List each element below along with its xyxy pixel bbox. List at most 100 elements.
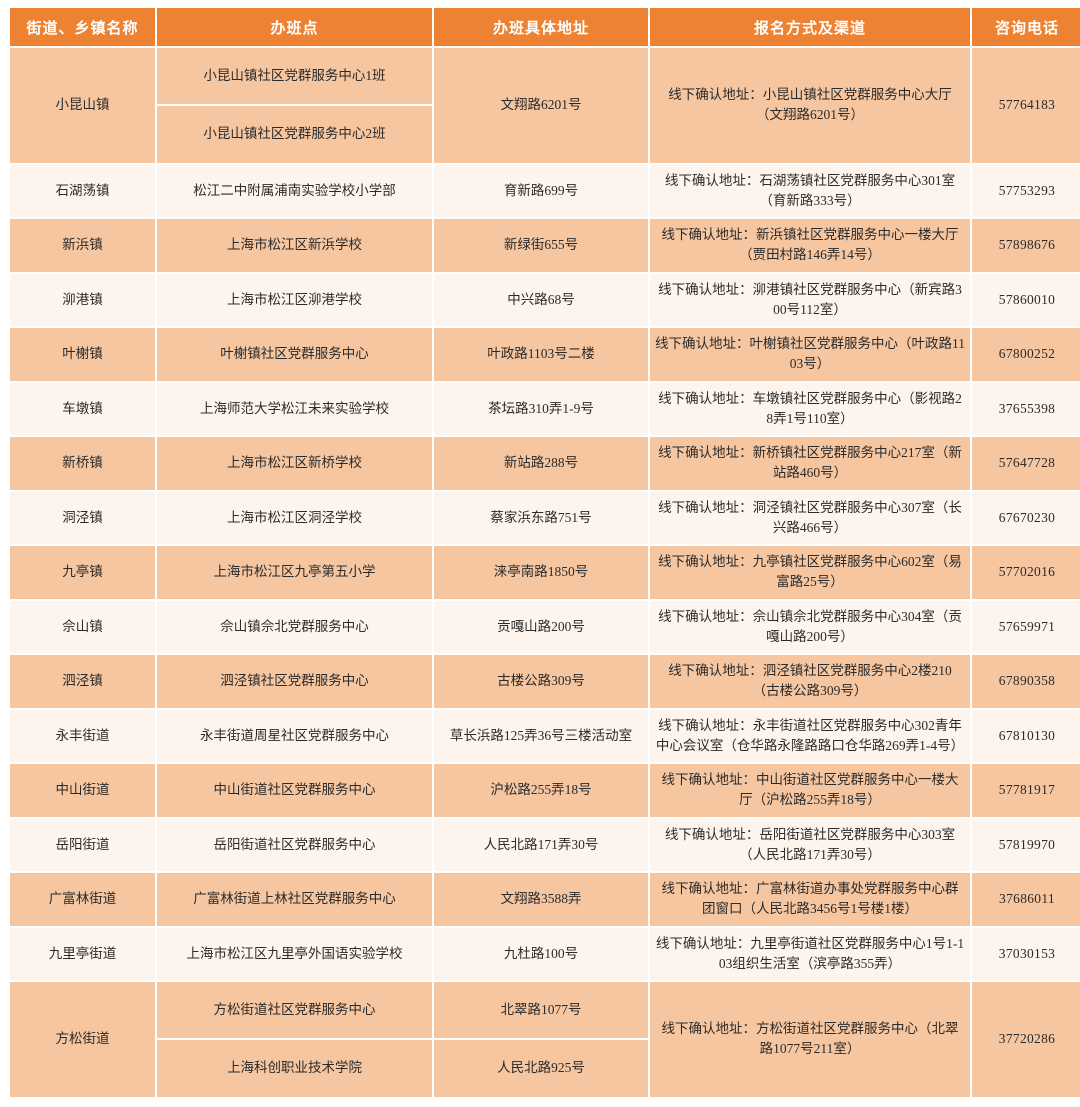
table-body: 小昆山镇 小昆山镇社区党群服务中心1班 文翔路6201号 线下确认地址：小昆山镇社区党… <box>10 48 1080 1097</box>
table-row: 岳阳街道 岳阳街道社区党群服务中心 人民北路171弄30号 线下确认地址：岳阳街道社区… <box>10 818 1080 871</box>
cell-address: 文翔路6201号 <box>434 48 648 163</box>
cell-site: 泗泾镇社区党群服务中心 <box>157 655 432 708</box>
cell-town: 永丰街道 <box>10 709 155 762</box>
cell-town: 佘山镇 <box>10 600 155 653</box>
cell-telephone: 67800252 <box>972 328 1080 381</box>
cell-signup-channel: 线下确认地址：佘山镇佘北党群服务中心304室（贡嘎山路200号） <box>650 600 970 653</box>
cell-town: 洞泾镇 <box>10 491 155 544</box>
cell-address: 沪松路255弄18号 <box>434 764 648 817</box>
cell-telephone: 37720286 <box>972 982 1080 1097</box>
cell-telephone: 57659971 <box>972 600 1080 653</box>
cell-address: 北翠路1077号 <box>434 982 648 1039</box>
cell-address: 茶坛路310弄1-9号 <box>434 382 648 435</box>
table-row: 九里亭街道 上海市松江区九里亭外国语实验学校 九杜路100号 线下确认地址：九里亭街道… <box>10 927 1080 980</box>
registration-table: 街道、乡镇名称 办班点 办班具体地址 报名方式及渠道 咨询电话 小昆山镇 小昆山镇… <box>8 6 1080 1099</box>
cell-signup-channel: 线下确认地址：小昆山镇社区党群服务中心大厅（文翔路6201号） <box>650 48 970 163</box>
table-row: 中山街道 中山街道社区党群服务中心 沪松路255弄18号 线下确认地址：中山街道社区党… <box>10 764 1080 817</box>
table-row: 泖港镇 上海市松江区泖港学校 中兴路68号 线下确认地址：泖港镇社区党群服务中心（新宾… <box>10 273 1080 326</box>
cell-site: 岳阳街道社区党群服务中心 <box>157 818 432 871</box>
cell-site: 松江二中附属浦南实验学校小学部 <box>157 164 432 217</box>
cell-address: 九杜路100号 <box>434 927 648 980</box>
table-row: 新浜镇 上海市松江区新浜学校 新绿街655号 线下确认地址：新浜镇社区党群服务中心一楼… <box>10 219 1080 272</box>
cell-town: 九亭镇 <box>10 546 155 599</box>
cell-signup-channel: 线下确认地址：泗泾镇社区党群服务中心2楼210（古楼公路309号） <box>650 655 970 708</box>
cell-site: 广富林街道上林社区党群服务中心 <box>157 873 432 926</box>
table-row: 佘山镇 佘山镇佘北党群服务中心 贡嘎山路200号 线下确认地址：佘山镇佘北党群服务中心… <box>10 600 1080 653</box>
cell-address: 贡嘎山路200号 <box>434 600 648 653</box>
cell-town: 小昆山镇 <box>10 48 155 163</box>
table-row: 新桥镇 上海市松江区新桥学校 新站路288号 线下确认地址：新桥镇社区党群服务中心21… <box>10 437 1080 490</box>
cell-address: 人民北路171弄30号 <box>434 818 648 871</box>
cell-signup-channel: 线下确认地址：车墩镇社区党群服务中心（影视路28弄1号110室） <box>650 382 970 435</box>
cell-telephone: 67890358 <box>972 655 1080 708</box>
cell-telephone: 57764183 <box>972 48 1080 163</box>
cell-signup-channel: 线下确认地址：方松街道社区党群服务中心（北翠路1077号211室） <box>650 982 970 1097</box>
column-header-signup: 报名方式及渠道 <box>650 8 970 46</box>
cell-address: 涞亭南路1850号 <box>434 546 648 599</box>
cell-site: 上海市松江区泖港学校 <box>157 273 432 326</box>
column-header-town: 街道、乡镇名称 <box>10 8 155 46</box>
table-row: 叶榭镇 叶榭镇社区党群服务中心 叶政路1103号二楼 线下确认地址：叶榭镇社区党群服务… <box>10 328 1080 381</box>
cell-telephone: 37686011 <box>972 873 1080 926</box>
cell-site: 上海科创职业技术学院 <box>157 1040 432 1097</box>
cell-site: 中山街道社区党群服务中心 <box>157 764 432 817</box>
cell-site: 小昆山镇社区党群服务中心2班 <box>157 106 432 163</box>
table-row: 方松街道 方松街道社区党群服务中心 北翠路1077号 线下确认地址：方松街道社区党群服… <box>10 982 1080 1097</box>
cell-address: 古楼公路309号 <box>434 655 648 708</box>
cell-address: 文翔路3588弄 <box>434 873 648 926</box>
cell-telephone: 37655398 <box>972 382 1080 435</box>
cell-telephone: 57898676 <box>972 219 1080 272</box>
cell-town: 新浜镇 <box>10 219 155 272</box>
column-header-site: 办班点 <box>157 8 432 46</box>
column-header-tel: 咨询电话 <box>972 8 1080 46</box>
cell-telephone: 67810130 <box>972 709 1080 762</box>
cell-telephone: 57753293 <box>972 164 1080 217</box>
table-header: 街道、乡镇名称 办班点 办班具体地址 报名方式及渠道 咨询电话 <box>10 8 1080 46</box>
cell-site: 上海市松江区洞泾学校 <box>157 491 432 544</box>
cell-town: 石湖荡镇 <box>10 164 155 217</box>
cell-town: 车墩镇 <box>10 382 155 435</box>
cell-town: 新桥镇 <box>10 437 155 490</box>
cell-telephone: 37030153 <box>972 927 1080 980</box>
table-row: 石湖荡镇 松江二中附属浦南实验学校小学部 育新路699号 线下确认地址：石湖荡镇社区党… <box>10 164 1080 217</box>
cell-site: 方松街道社区党群服务中心 <box>157 982 432 1039</box>
cell-signup-channel: 线下确认地址：叶榭镇社区党群服务中心（叶政路1103号） <box>650 328 970 381</box>
cell-signup-channel: 线下确认地址：中山街道社区党群服务中心一楼大厅（沪松路255弄18号） <box>650 764 970 817</box>
cell-town: 广富林街道 <box>10 873 155 926</box>
cell-signup-channel: 线下确认地址：九亭镇社区党群服务中心602室（易富路25号） <box>650 546 970 599</box>
cell-telephone: 57702016 <box>972 546 1080 599</box>
cell-site: 上海市松江区新浜学校 <box>157 219 432 272</box>
table-row: 小昆山镇社区党群服务中心2班 <box>10 106 1080 163</box>
cell-site: 上海师范大学松江未来实验学校 <box>157 382 432 435</box>
cell-telephone: 57860010 <box>972 273 1080 326</box>
table-row: 九亭镇 上海市松江区九亭第五小学 涞亭南路1850号 线下确认地址：九亭镇社区党群服务… <box>10 546 1080 599</box>
cell-site: 上海市松江区九里亭外国语实验学校 <box>157 927 432 980</box>
cell-site: 佘山镇佘北党群服务中心 <box>157 600 432 653</box>
cell-address: 育新路699号 <box>434 164 648 217</box>
cell-town: 泗泾镇 <box>10 655 155 708</box>
cell-signup-channel: 线下确认地址：石湖荡镇社区党群服务中心301室（育新路333号） <box>650 164 970 217</box>
table-row: 车墩镇 上海师范大学松江未来实验学校 茶坛路310弄1-9号 线下确认地址：车墩镇社区… <box>10 382 1080 435</box>
table-row: 广富林街道 广富林街道上林社区党群服务中心 文翔路3588弄 线下确认地址：广富林街道… <box>10 873 1080 926</box>
cell-signup-channel: 线下确认地址：新桥镇社区党群服务中心217室（新站路460号） <box>650 437 970 490</box>
cell-telephone: 57647728 <box>972 437 1080 490</box>
cell-address: 人民北路925号 <box>434 1040 648 1097</box>
cell-site: 小昆山镇社区党群服务中心1班 <box>157 48 432 105</box>
column-header-address: 办班具体地址 <box>434 8 648 46</box>
cell-signup-channel: 线下确认地址：永丰街道社区党群服务中心302青年中心会议室（仓华路永隆路路口仓华… <box>650 709 970 762</box>
cell-address: 草长浜路125弄36号三楼活动室 <box>434 709 648 762</box>
table-row: 小昆山镇 小昆山镇社区党群服务中心1班 文翔路6201号 线下确认地址：小昆山镇社区党… <box>10 48 1080 163</box>
cell-signup-channel: 线下确认地址：岳阳街道社区党群服务中心303室（人民北路171弄30号） <box>650 818 970 871</box>
cell-site: 叶榭镇社区党群服务中心 <box>157 328 432 381</box>
cell-town: 叶榭镇 <box>10 328 155 381</box>
cell-signup-channel: 线下确认地址：新浜镇社区党群服务中心一楼大厅（贾田村路146弄14号） <box>650 219 970 272</box>
table-row: 洞泾镇 上海市松江区洞泾学校 蔡家浜东路751号 线下确认地址：洞泾镇社区党群服务中心… <box>10 491 1080 544</box>
cell-signup-channel: 线下确认地址：洞泾镇社区党群服务中心307室（长兴路466号） <box>650 491 970 544</box>
cell-address: 叶政路1103号二楼 <box>434 328 648 381</box>
cell-site: 永丰街道周星社区党群服务中心 <box>157 709 432 762</box>
cell-address: 中兴路68号 <box>434 273 648 326</box>
header-row: 街道、乡镇名称 办班点 办班具体地址 报名方式及渠道 咨询电话 <box>10 8 1080 46</box>
cell-town: 泖港镇 <box>10 273 155 326</box>
cell-site: 上海市松江区新桥学校 <box>157 437 432 490</box>
